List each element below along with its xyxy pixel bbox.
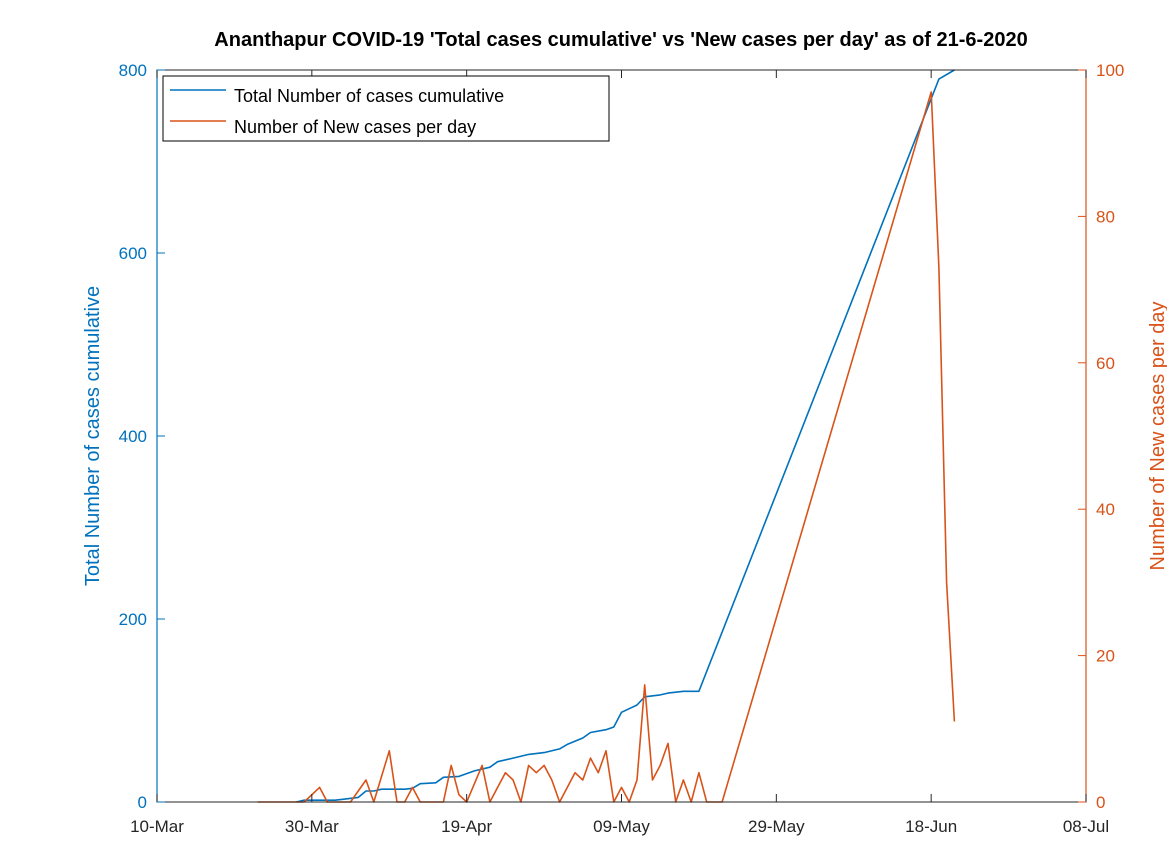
plot-frame — [156, 69, 1087, 803]
y-left-tick-label: 200 — [119, 610, 147, 629]
x-tick-label: 19-Apr — [441, 817, 492, 836]
y-left-tick-label: 800 — [119, 61, 147, 80]
y-right-label: Number of New cases per day — [1147, 301, 1167, 570]
y-left-axis: 0 200 400 600 800 — [119, 61, 165, 812]
y-left-tick-label: 0 — [138, 793, 147, 812]
y-right-tick-label: 40 — [1096, 500, 1115, 519]
y-right-tick-label: 20 — [1096, 647, 1115, 666]
legend: Total Number of cases cumulative Number … — [162, 75, 610, 142]
y-left-tick-label: 400 — [119, 427, 147, 446]
y-right-tick-label: 100 — [1096, 61, 1124, 80]
y-right-tick-label: 80 — [1096, 207, 1115, 226]
x-tick-label: 10-Mar — [130, 817, 184, 836]
y-right-tick-label: 0 — [1096, 793, 1105, 812]
x-axis: 10-Mar 30-Mar 19-Apr 09-May 29-May 18-Jun 08-J… — [130, 70, 1109, 836]
y-right-tick-label: 60 — [1096, 354, 1115, 373]
series-line-new-cases — [257, 91, 956, 803]
series-layer — [257, 69, 956, 803]
y-left-label: Total Number of cases cumulative — [82, 286, 104, 586]
series-line-cumulative — [296, 69, 955, 803]
legend-box — [162, 75, 610, 142]
x-tick-label: 08-Jul — [1063, 817, 1109, 836]
x-tick-label: 30-Mar — [285, 817, 339, 836]
y-left-tick-label: 600 — [119, 244, 147, 263]
x-tick-label: 29-May — [748, 817, 805, 836]
x-tick-label: 09-May — [593, 817, 650, 836]
legend-label-cumulative: Total Number of cases cumulative — [234, 86, 504, 106]
legend-label-new: Number of New cases per day — [234, 117, 476, 137]
y-right-axis: 0 20 40 60 80 100 — [1078, 61, 1124, 812]
chart-title: Ananthapur COVID-19 'Total cases cumulat… — [214, 29, 1027, 51]
x-tick-label: 18-Jun — [905, 817, 957, 836]
